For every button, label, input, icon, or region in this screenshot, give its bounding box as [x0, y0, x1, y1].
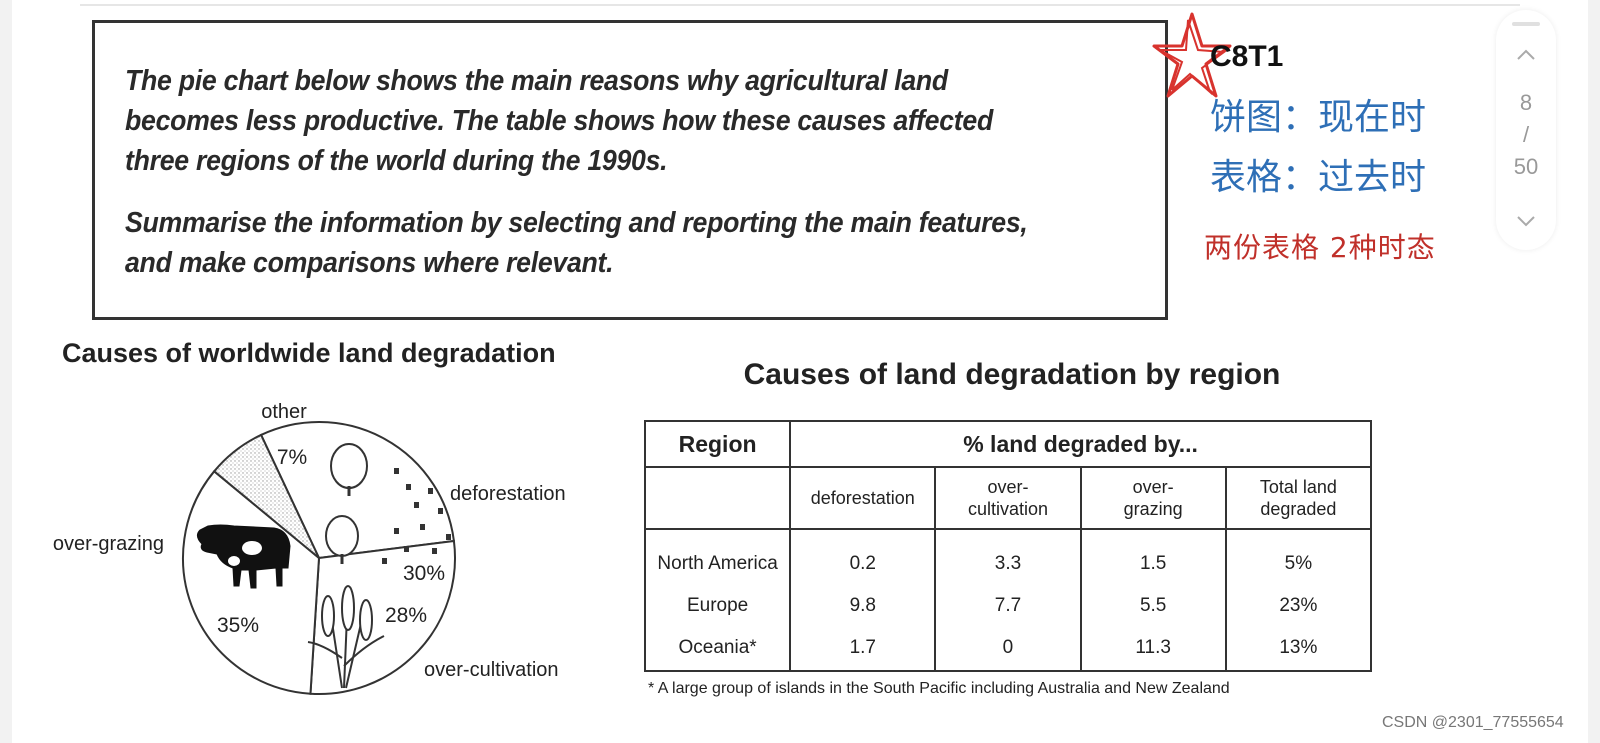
page-separator: /	[1522, 122, 1530, 147]
chevron-up-icon[interactable]	[1515, 44, 1537, 66]
chevron-down-icon[interactable]	[1515, 210, 1537, 232]
total-pages: 50	[1513, 154, 1539, 179]
task-prompt-box: The pie chart below shows the main reaso…	[92, 20, 1168, 320]
tree-icon-2	[325, 515, 359, 564]
cell-value: 5.5	[1079, 586, 1227, 626]
pie-value-deforestation: 30%	[403, 562, 445, 585]
cell-value: 7.7	[934, 586, 1082, 626]
page-navigator: 8 / 50	[1496, 10, 1556, 250]
pie-label-deforestation: deforestation	[450, 483, 566, 505]
tree-icon	[330, 443, 368, 496]
pie-slice-over-cultivation	[309, 539, 456, 695]
wheat-icon	[307, 585, 385, 689]
cell-value: 13%	[1224, 626, 1373, 672]
cell-value: 0	[934, 626, 1082, 672]
cell-value: 1.7	[789, 626, 937, 672]
pie-value-other: 7%	[277, 446, 307, 469]
star-annotation-icon	[1152, 12, 1232, 98]
header-empty	[643, 466, 792, 530]
watermark: CSDN @2301_77555654	[1382, 714, 1564, 731]
header-col-over-cultivation: over-cultivation	[934, 466, 1082, 530]
page: The pie chart below shows the main reaso…	[12, 0, 1588, 743]
row-region: Oceania*	[643, 626, 792, 672]
region-degradation-table: Region % land degraded by... deforestati…	[643, 420, 1373, 672]
row-region: Europe	[643, 586, 792, 626]
pie-chart-title: Causes of worldwide land degradation	[62, 338, 556, 368]
prompt-paragraph-1: The pie chart below shows the main reaso…	[125, 65, 993, 177]
pie-slice-deforestation	[259, 421, 456, 560]
pie-label-over-grazing: over-grazing	[53, 533, 164, 555]
table-footnote: * A large group of islands in the South …	[648, 680, 1230, 697]
top-divider	[80, 4, 1520, 6]
header-col-over-grazing: over-grazing	[1079, 466, 1227, 530]
current-page: 8	[1519, 90, 1533, 115]
pie-slice-other	[212, 433, 320, 559]
note-code: C8T1	[1210, 40, 1284, 73]
header-group: % land degraded by...	[789, 420, 1372, 468]
table-row: Oceania* 1.7 0 11.3 13%	[643, 626, 1373, 672]
note-two-tenses: 两份表格 2种时态	[1204, 231, 1436, 264]
cell-value: 23%	[1224, 586, 1373, 626]
pie-chart: deforestation 30% over-cultivation 28% over-…	[53, 401, 566, 695]
note-table-tense: 表格：过去时	[1210, 157, 1427, 198]
table-row: Europe 9.8 7.7 5.5 23%	[643, 586, 1373, 626]
pie-value-over-grazing: 35%	[217, 614, 259, 637]
header-col-total: Total land degraded	[1224, 466, 1373, 530]
pager-handle[interactable]	[1512, 22, 1540, 26]
pie-label-over-cultivation: over-cultivation	[424, 659, 559, 681]
task-prompt-text: The pie chart below shows the main reaso…	[125, 61, 1054, 305]
note-pie-tense: 饼图：现在时	[1210, 97, 1427, 138]
cell-value: 1.5	[1079, 529, 1227, 586]
cell-value: 3.3	[934, 529, 1082, 586]
table-row: North America 0.2 3.3 1.5 5%	[643, 529, 1373, 586]
row-region: North America	[643, 529, 792, 586]
cell-value: 5%	[1224, 529, 1373, 586]
cell-value: 0.2	[789, 529, 937, 586]
cell-value: 9.8	[789, 586, 937, 626]
header-region: Region	[643, 420, 792, 468]
pie-value-over-cultivation: 28%	[385, 604, 427, 627]
cow-icon	[196, 524, 291, 589]
header-col-deforestation: deforestation	[789, 466, 937, 530]
pie-label-other: other	[261, 401, 307, 423]
table-title: Causes of land degradation by region	[743, 358, 1281, 391]
handwritten-notes: C8T1 饼图：现在时 表格：过去时 两份表格 2种时态	[1204, 30, 1504, 270]
cell-value: 11.3	[1079, 626, 1227, 672]
tree-stumps-icon	[382, 468, 451, 564]
prompt-paragraph-2: Summarise the information by selecting a…	[125, 207, 1028, 279]
